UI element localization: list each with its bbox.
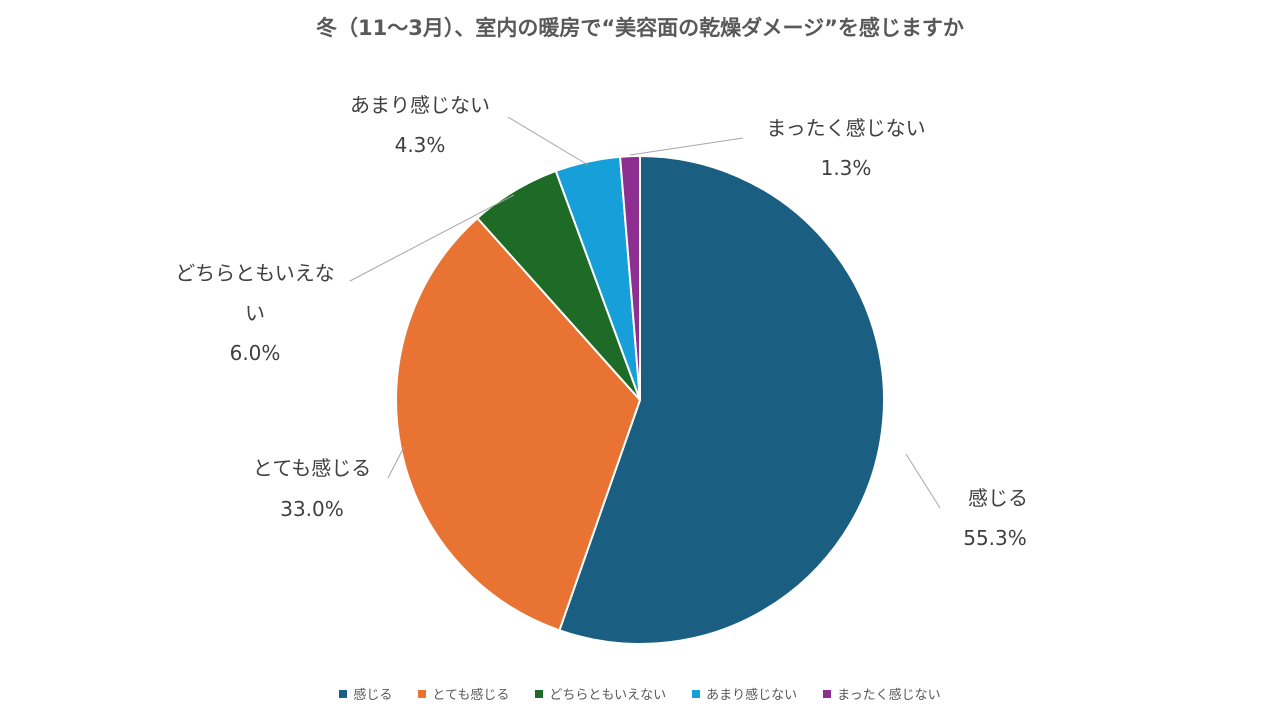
legend-item-dochiratomo: どちらともいえない [535, 684, 666, 703]
legend-label: まったく感じない [837, 688, 941, 703]
legend-item-totemo-kanjiru: とても感じる [418, 684, 509, 703]
slice-totemo-kanjiru [395, 216, 642, 632]
data-label-value: 4.3% [395, 133, 446, 157]
data-label-value: 33.0% [280, 497, 344, 521]
data-label-value: 6.0% [230, 341, 281, 365]
legend-label: とても感じる [432, 688, 510, 703]
legend-label: どちらともいえない [549, 688, 667, 703]
legend-swatch [535, 689, 544, 698]
legend-label: あまり感じない [706, 688, 798, 703]
legend-item-amari: あまり感じない [692, 684, 797, 703]
legend-swatch [692, 689, 701, 698]
data-label-category: とても感じる [253, 456, 371, 480]
legend: 感じる とても感じる どちらともいえない あまり感じない まったく感じない [0, 684, 1280, 703]
data-label-category: あまり感じない [350, 93, 490, 117]
data-label-value: 55.3% [963, 526, 1027, 550]
legend-label: 感じる [353, 688, 393, 703]
data-label-category: い [245, 301, 265, 325]
legend-item-mattaku: まったく感じない [823, 684, 941, 703]
data-label-category: 感じる [968, 486, 1028, 510]
leader-line [349, 194, 515, 282]
leader-line [507, 116, 589, 166]
leader-line [629, 137, 744, 156]
data-label-value: 1.3% [821, 156, 872, 180]
data-label-category: どちらともいえな [175, 261, 335, 285]
leader-line [387, 446, 405, 479]
legend-swatch [339, 689, 348, 698]
legend-swatch [823, 689, 832, 698]
chart-title: 冬（11〜3月）、室内の暖房で“美容面の乾燥ダメージ”を感じますか [316, 16, 964, 40]
slice-mattaku [618, 154, 641, 401]
legend-item-kanjiru: 感じる [339, 684, 392, 703]
data-label-category: まったく感じない [766, 116, 925, 140]
leader-line [905, 453, 941, 509]
legend-swatch [418, 689, 427, 698]
